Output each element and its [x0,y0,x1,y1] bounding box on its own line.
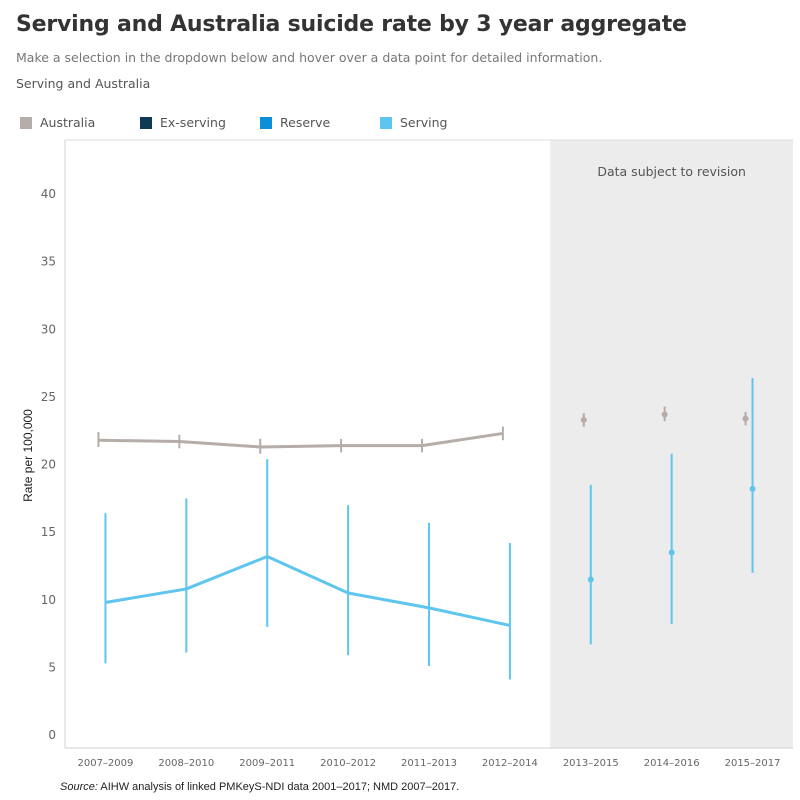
legend-label-serving: Serving [400,115,448,130]
legend-label-ex-serving: Ex-serving [160,115,226,130]
source-note: Source: AIHW analysis of linked PMKeyS-N… [60,781,459,793]
legend-swatch-serving [380,116,392,129]
series-selection-dropdown[interactable]: Serving and Australia [16,76,151,91]
legend-swatch-australia [20,116,32,129]
data-point-serving [587,576,594,583]
chart-plot: Data subject to revision 0 5 10 15 20 25 30 35 40… [21,139,793,769]
revision-annotation: Data subject to revision [597,164,746,179]
chart-legend: Australia Ex-serving Reserve Serving [20,115,480,131]
data-point-serving [668,549,675,556]
legend-label-reserve: Reserve [280,115,331,130]
legend-swatch-reserve [260,116,272,129]
x-tick-label: 2011–2013 [401,758,457,769]
chart-subtitle: Make a selection in the dropdown below a… [16,50,603,65]
legend-swatch-ex-serving [140,116,152,129]
chart-title: Serving and Australia suicide rate by 3 … [16,12,687,37]
x-tick-label: 2012–2014 [482,758,538,769]
data-point-serving [749,485,756,492]
y-tick-label: 10 [41,593,56,607]
x-tick-label: 2013–2015 [563,758,619,769]
source-label: Source: [60,781,98,793]
data-point-australia [580,416,587,423]
source-text: AIHW analysis of linked PMKeyS-NDI data … [97,781,460,793]
series-line-serving [105,555,511,627]
y-tick-label: 35 [41,255,56,269]
y-axis-label: Rate per 100,000 [21,409,35,502]
data-point-australia [742,415,749,422]
legend-item-serving[interactable]: Serving [380,115,448,130]
revision-shaded-region [550,140,793,748]
x-tick-label: 2007–2009 [77,758,133,769]
y-tick-label: 0 [48,728,56,742]
legend-item-reserve[interactable]: Reserve [260,115,330,130]
x-tick-label: 2015–2017 [725,758,781,769]
y-tick-label: 5 [48,660,56,674]
y-tick-label: 15 [41,525,56,539]
x-tick-label: 2014–2016 [644,758,700,769]
legend-item-australia[interactable]: Australia [20,115,95,130]
y-tick-label: 20 [41,458,56,472]
y-tick-label: 25 [41,390,56,404]
x-tick-label: 2010–2012 [320,758,376,769]
data-point-australia [661,411,668,418]
legend-label-australia: Australia [40,115,96,130]
x-tick-label: 2009–2011 [239,758,295,769]
series-line-australia [98,431,504,449]
y-tick-label: 30 [41,322,56,336]
y-tick-label: 40 [41,187,56,201]
x-tick-label: 2008–2010 [158,758,214,769]
legend-item-ex-serving[interactable]: Ex-serving [140,115,226,130]
